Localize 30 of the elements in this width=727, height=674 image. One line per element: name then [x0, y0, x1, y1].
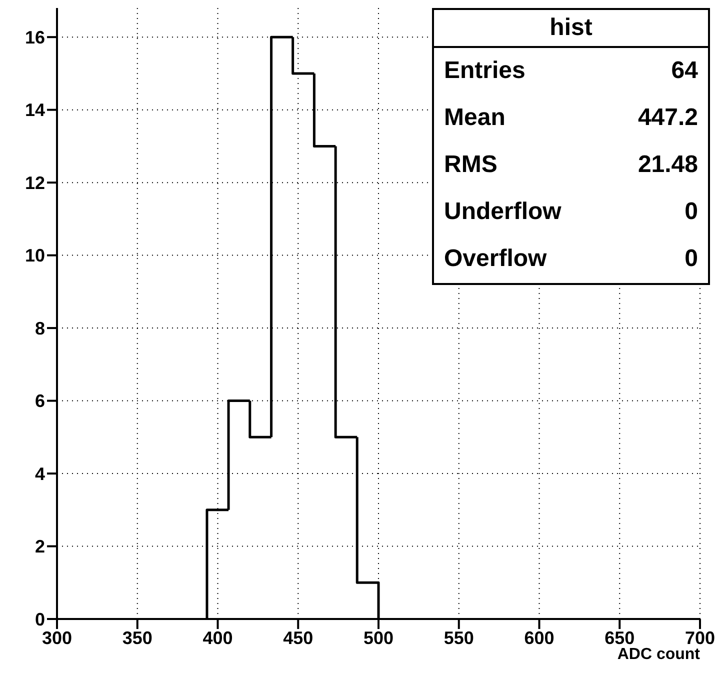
y-tick-label: 14 [24, 100, 45, 120]
x-axis-title: ADC count [617, 646, 700, 664]
x-tick-label: 550 [444, 628, 474, 648]
y-tick-label: 8 [34, 318, 45, 338]
annotation: 21.48 [638, 151, 698, 179]
annotation: 0 [684, 198, 698, 226]
x-tick-label: 300 [42, 628, 72, 648]
annotation: Entries [444, 57, 526, 85]
x-tick-label: 350 [122, 628, 152, 648]
annotation: 447.2 [638, 104, 698, 132]
annotation: 0 [684, 245, 698, 273]
annotation: RMS [444, 151, 498, 179]
x-tick-label: 450 [283, 628, 314, 648]
y-tick-label: 10 [24, 246, 45, 266]
y-tick-label: 12 [24, 172, 45, 193]
y-tick-label: 2 [34, 536, 45, 557]
y-tick-label: 16 [24, 27, 45, 48]
x-tick-label: 700 [684, 628, 716, 648]
y-tick-label: 0 [34, 609, 45, 630]
x-tick-label: 500 [363, 628, 394, 648]
y-tick-label: 6 [34, 391, 45, 412]
x-tick-label: 400 [202, 628, 233, 648]
annotation: Underflow [444, 198, 562, 226]
x-tick-label: 600 [524, 628, 554, 648]
annotation: Mean [444, 104, 506, 132]
annotation: 64 [671, 57, 698, 85]
chart-title: hist [434, 10, 708, 48]
annotation: Overflow [444, 245, 547, 273]
x-tick-label: 650 [604, 628, 635, 648]
y-tick-label: 4 [34, 464, 45, 484]
